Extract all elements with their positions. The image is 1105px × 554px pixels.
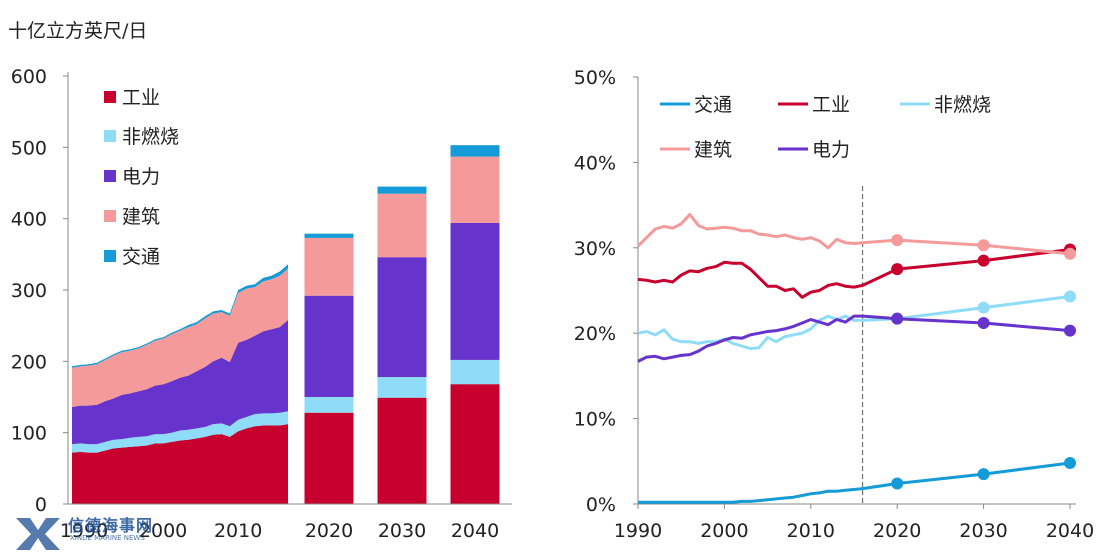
- right-x-tick-label: 2000: [700, 520, 748, 542]
- bar-non_combustion-2030: [377, 377, 427, 398]
- left-y-tick-label: 100: [11, 423, 47, 445]
- right-x-tick-label: 2040: [1046, 520, 1094, 542]
- left-y-tick-label: 0: [35, 494, 47, 516]
- area-non_combustion: [72, 411, 288, 453]
- area-power: [72, 320, 288, 445]
- right-y-tick-label: 40%: [574, 152, 616, 174]
- legend-swatch-non_combustion: [104, 130, 116, 142]
- left-y-tick-label: 500: [11, 137, 47, 159]
- right-x-tick-label: 2030: [959, 520, 1007, 542]
- right-x-tick-label: 2010: [787, 520, 835, 542]
- bar-industry-2040: [450, 384, 500, 504]
- right-x-tick-label: 2020: [873, 520, 921, 542]
- bar-transport-2040: [450, 145, 500, 157]
- bar-transport-2030: [377, 186, 427, 194]
- bar-industry-2030: [377, 397, 427, 504]
- legend-swatch-power: [104, 170, 116, 182]
- bar-power-2030: [377, 257, 427, 378]
- bar-non_combustion-2020: [304, 397, 354, 413]
- left-x-tick-label: 2030: [378, 520, 426, 542]
- right-y-tick-label: 20%: [574, 323, 616, 345]
- line-projection-transport: [862, 461, 1071, 491]
- point-power-2030: [977, 316, 990, 329]
- legend-label-transport: 交通: [122, 246, 160, 268]
- legend-label-buildings: 建筑: [122, 206, 160, 228]
- point-industry-2020: [891, 263, 904, 276]
- legend-label-industry: 工业: [812, 94, 850, 116]
- bar-buildings-2020: [304, 237, 354, 296]
- left-x-tick-label: 2020: [305, 520, 353, 542]
- left-x-tick-label: 2000: [139, 520, 187, 542]
- line-projection-industry: [861, 248, 1071, 287]
- left-y-tick-label: 400: [11, 209, 47, 231]
- line-projection-power: [862, 314, 1071, 333]
- legend-label-non_combustion: 非燃烧: [934, 94, 991, 116]
- point-buildings-2020: [891, 234, 904, 247]
- point-buildings-2040: [1064, 247, 1076, 260]
- right-y-tick-label: 30%: [574, 238, 616, 260]
- legend-label-buildings: 建筑: [694, 139, 732, 161]
- legend-swatch-industry: [104, 91, 116, 103]
- legend-label-power: 电力: [122, 166, 160, 188]
- right-x-tick-label: 1990: [614, 520, 662, 542]
- legend-label-transport: 交通: [694, 94, 732, 116]
- watermark-subtitle: XINDE MARINE NEWS: [70, 534, 145, 542]
- left-stacked-area-chart: 0 100 200 300 400 500 600 1990 2000 2010 2020 2030 2…: [11, 66, 512, 542]
- legend-label-non_combustion: 非燃烧: [122, 126, 179, 148]
- left-y-unit-label: 十亿立方英尺/日: [8, 20, 148, 42]
- legend-swatch-transport: [104, 250, 116, 262]
- bar-buildings-2040: [450, 156, 500, 223]
- bar-power-2040: [450, 222, 500, 360]
- right-share-line-chart: 0% 10% 20% 30% 40% 50% 1990 2000 2010 2020 2030 204…: [574, 67, 1094, 542]
- legend-label-industry: 工业: [122, 87, 160, 109]
- bar-power-2020: [304, 295, 354, 397]
- point-transport-2020: [891, 477, 904, 490]
- left-y-tick-label: 200: [11, 351, 47, 373]
- line-projection-non_combustion: [862, 295, 1071, 322]
- watermark-logo: [16, 518, 60, 550]
- bar-transport-2020: [304, 233, 354, 238]
- point-industry-2030: [977, 254, 990, 267]
- left-x-tick-label: 2010: [214, 520, 262, 542]
- legend-swatch-buildings: [104, 210, 116, 222]
- point-transport-2030: [977, 468, 990, 481]
- point-transport-2040: [1064, 457, 1076, 470]
- bar-buildings-2030: [377, 193, 427, 258]
- line-history-buildings: [636, 213, 863, 250]
- line-projection-buildings: [862, 238, 1071, 256]
- left-x-tick-label: 2040: [451, 520, 499, 542]
- line-history-non_combustion: [637, 314, 863, 351]
- area-buildings: [72, 268, 288, 407]
- left-y-tick-label: 600: [11, 66, 47, 88]
- right-y-tick-label: 50%: [574, 67, 616, 89]
- left-x-tick-label: 1990: [60, 520, 108, 542]
- line-history-transport: [638, 487, 863, 504]
- left-y-tick-label: 300: [11, 280, 47, 302]
- bar-non_combustion-2040: [450, 359, 500, 385]
- line-history-power: [637, 314, 863, 363]
- point-power-2040: [1064, 324, 1076, 337]
- point-non_combustion-2030: [977, 301, 990, 314]
- watermark-name: 信德海事网: [68, 516, 154, 535]
- point-power-2020: [891, 312, 904, 325]
- legend-label-power: 电力: [812, 139, 850, 161]
- point-non_combustion-2040: [1064, 290, 1076, 303]
- line-history-industry: [637, 260, 863, 299]
- point-buildings-2030: [977, 239, 990, 252]
- bar-industry-2020: [304, 412, 354, 504]
- area-industry: [72, 424, 288, 504]
- right-y-tick-label: 0%: [586, 494, 616, 516]
- watermark: 信德海事网 XINDE MARINE NEWS: [10, 512, 180, 552]
- right-y-tick-label: 10%: [574, 409, 616, 431]
